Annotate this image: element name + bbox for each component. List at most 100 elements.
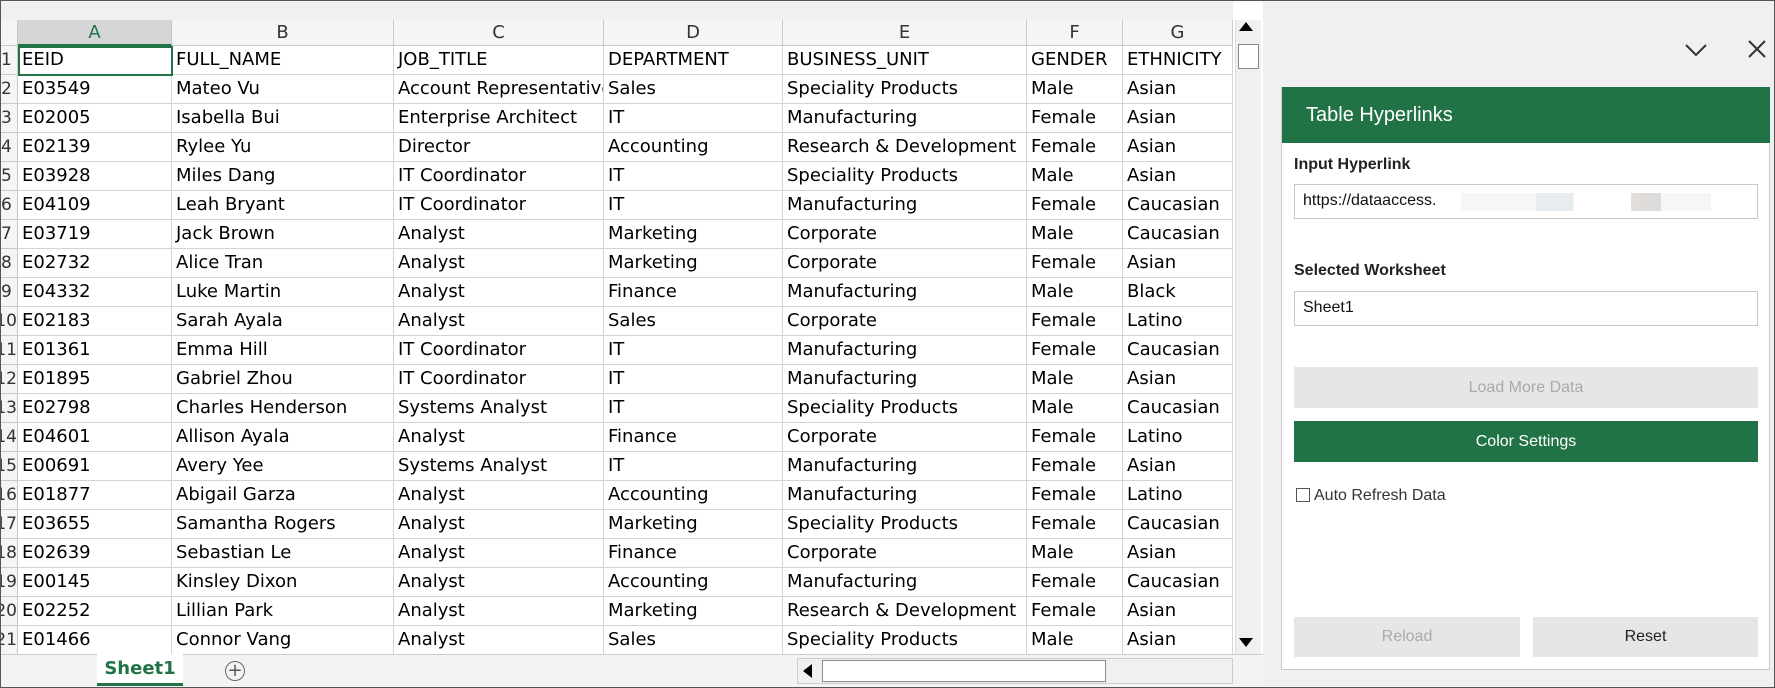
column-header[interactable]: A: [18, 20, 172, 46]
cell[interactable]: Female: [1027, 104, 1123, 133]
cell[interactable]: E01361: [18, 336, 172, 365]
cell[interactable]: Marketing: [604, 220, 783, 249]
row-header[interactable]: 5: [1, 162, 18, 191]
row-header[interactable]: 12: [1, 365, 18, 394]
cell[interactable]: Manufacturing: [783, 481, 1027, 510]
auto-refresh-checkbox[interactable]: [1296, 488, 1310, 502]
cell[interactable]: E00691: [18, 452, 172, 481]
cell[interactable]: Accounting: [604, 568, 783, 597]
cell[interactable]: Analyst: [394, 423, 604, 452]
scroll-thumb[interactable]: [1238, 44, 1259, 69]
cell[interactable]: Research & Development: [783, 597, 1027, 626]
cell[interactable]: Corporate: [783, 220, 1027, 249]
row-header[interactable]: 14: [1, 423, 18, 452]
cell[interactable]: Asian: [1123, 133, 1233, 162]
cell[interactable]: Male: [1027, 539, 1123, 568]
cell[interactable]: Allison Ayala: [172, 423, 394, 452]
header-cell[interactable]: DEPARTMENT: [604, 46, 783, 75]
cell[interactable]: Manufacturing: [783, 365, 1027, 394]
cell[interactable]: Female: [1027, 191, 1123, 220]
cell[interactable]: Asian: [1123, 365, 1233, 394]
column-header[interactable]: B: [172, 20, 394, 46]
cell[interactable]: Kinsley Dixon: [172, 568, 394, 597]
header-cell[interactable]: ETHNICITY: [1123, 46, 1233, 75]
cell[interactable]: E02183: [18, 307, 172, 336]
row-header[interactable]: 20: [1, 597, 18, 626]
cell[interactable]: IT: [604, 162, 783, 191]
cell[interactable]: Accounting: [604, 133, 783, 162]
cell[interactable]: Analyst: [394, 568, 604, 597]
cell[interactable]: Latino: [1123, 423, 1233, 452]
cell[interactable]: Finance: [604, 278, 783, 307]
reload-button[interactable]: Reload: [1294, 617, 1520, 657]
cell[interactable]: E01877: [18, 481, 172, 510]
cell[interactable]: Sebastian Le: [172, 539, 394, 568]
cell[interactable]: E03719: [18, 220, 172, 249]
row-header[interactable]: 1: [1, 46, 18, 75]
cell[interactable]: Female: [1027, 481, 1123, 510]
cell[interactable]: Female: [1027, 249, 1123, 278]
cell[interactable]: Accounting: [604, 481, 783, 510]
cell[interactable]: Caucasian: [1123, 510, 1233, 539]
cell[interactable]: Asian: [1123, 597, 1233, 626]
cell[interactable]: Asian: [1123, 249, 1233, 278]
cell[interactable]: Corporate: [783, 539, 1027, 568]
cell[interactable]: Asian: [1123, 162, 1233, 191]
row-header[interactable]: 7: [1, 220, 18, 249]
cell[interactable]: Isabella Bui: [172, 104, 394, 133]
row-header[interactable]: 19: [1, 568, 18, 597]
cell[interactable]: E02139: [18, 133, 172, 162]
cell[interactable]: Corporate: [783, 307, 1027, 336]
cell[interactable]: Speciality Products: [783, 162, 1027, 191]
cell[interactable]: IT: [604, 452, 783, 481]
cell[interactable]: Sales: [604, 307, 783, 336]
row-header[interactable]: 11: [1, 336, 18, 365]
row-header[interactable]: 10: [1, 307, 18, 336]
cell[interactable]: Marketing: [604, 249, 783, 278]
cell[interactable]: IT Coordinator: [394, 365, 604, 394]
cell[interactable]: Luke Martin: [172, 278, 394, 307]
header-cell[interactable]: JOB_TITLE: [394, 46, 604, 75]
cell[interactable]: Female: [1027, 510, 1123, 539]
cell[interactable]: Manufacturing: [783, 191, 1027, 220]
cell[interactable]: E03549: [18, 75, 172, 104]
cell[interactable]: Caucasian: [1123, 394, 1233, 423]
cell[interactable]: Caucasian: [1123, 220, 1233, 249]
cell[interactable]: E02252: [18, 597, 172, 626]
sheet-tab[interactable]: Sheet1: [97, 654, 183, 686]
row-header[interactable]: 6: [1, 191, 18, 220]
cell[interactable]: Female: [1027, 452, 1123, 481]
cell[interactable]: Asian: [1123, 539, 1233, 568]
cell[interactable]: E04332: [18, 278, 172, 307]
cell[interactable]: Analyst: [394, 510, 604, 539]
cell[interactable]: Research & Development: [783, 133, 1027, 162]
cell[interactable]: Analyst: [394, 539, 604, 568]
cell[interactable]: IT: [604, 191, 783, 220]
cell[interactable]: Jack Brown: [172, 220, 394, 249]
cell[interactable]: Gabriel Zhou: [172, 365, 394, 394]
cell[interactable]: Speciality Products: [783, 394, 1027, 423]
cell[interactable]: Female: [1027, 336, 1123, 365]
cell[interactable]: Asian: [1123, 452, 1233, 481]
row-header[interactable]: 18: [1, 539, 18, 568]
cell[interactable]: Manufacturing: [783, 336, 1027, 365]
header-cell[interactable]: GENDER: [1027, 46, 1123, 75]
cell[interactable]: Female: [1027, 133, 1123, 162]
scroll-up-arrow[interactable]: [1239, 22, 1253, 31]
cell[interactable]: Speciality Products: [783, 75, 1027, 104]
cell[interactable]: Avery Yee: [172, 452, 394, 481]
cell[interactable]: Samantha Rogers: [172, 510, 394, 539]
cell[interactable]: Finance: [604, 423, 783, 452]
cell[interactable]: Sales: [604, 626, 783, 654]
cell[interactable]: Marketing: [604, 597, 783, 626]
cell[interactable]: E03928: [18, 162, 172, 191]
cell[interactable]: E02005: [18, 104, 172, 133]
cell[interactable]: Black: [1123, 278, 1233, 307]
cell[interactable]: E02639: [18, 539, 172, 568]
row-header[interactable]: 21: [1, 626, 18, 654]
column-header[interactable]: D: [604, 20, 783, 46]
cell[interactable]: Corporate: [783, 423, 1027, 452]
cell[interactable]: E04109: [18, 191, 172, 220]
cell[interactable]: Analyst: [394, 481, 604, 510]
cell[interactable]: Manufacturing: [783, 568, 1027, 597]
